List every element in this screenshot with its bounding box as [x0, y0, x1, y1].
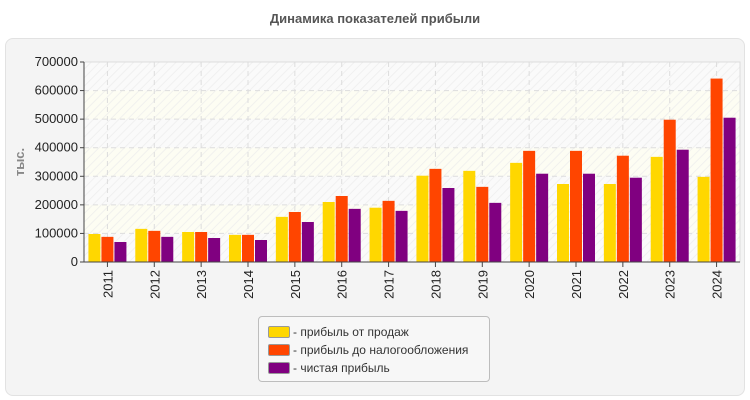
bar-1-2018: [416, 175, 429, 262]
y-tick-label: 700000: [35, 54, 78, 69]
bar-1-2024: [697, 176, 710, 262]
bar-1-2019: [463, 170, 476, 262]
bar-3-2014: [255, 240, 267, 262]
bar-2-2019: [476, 186, 489, 262]
legend: прибыль от продаж прибыль до налогообложе…: [258, 316, 490, 382]
y-tick-label: 300000: [35, 168, 78, 183]
bar-2-2014: [242, 234, 254, 262]
x-tick-label: 2013: [194, 270, 209, 299]
x-tick-label: 2012: [147, 270, 162, 299]
bar-3-2013: [208, 238, 221, 262]
bar-2-2013: [195, 232, 208, 262]
x-tick-label: 2014: [241, 270, 256, 299]
y-tick-label: 400000: [35, 140, 78, 155]
legend-item: чистая прибыль: [268, 359, 489, 377]
bar-3-2024: [723, 117, 736, 262]
bar-2-2015: [288, 212, 301, 262]
bar-2-2012: [148, 230, 161, 262]
bar-3-2015: [301, 222, 314, 262]
bar-1-2023: [650, 156, 663, 262]
bar-1-2012: [135, 228, 148, 262]
y-tick-label: 100000: [35, 225, 78, 240]
bar-3-2017: [395, 210, 408, 262]
x-tick-label: 2017: [382, 270, 397, 299]
legend-label: прибыль до налогообложения: [293, 343, 468, 357]
x-tick-label: 2022: [616, 270, 631, 299]
legend-swatch: [268, 326, 290, 338]
bar-2-2023: [663, 119, 676, 262]
bar-2-2024: [710, 78, 723, 262]
bar-3-2011: [114, 242, 127, 262]
bar-3-2019: [489, 202, 502, 262]
y-tick-label: 600000: [35, 83, 78, 98]
bar-1-2020: [510, 162, 523, 262]
bar-2-2011: [101, 236, 114, 262]
bar-1-2022: [603, 184, 616, 262]
y-tick-label: 200000: [35, 197, 78, 212]
bar-3-2012: [161, 236, 174, 262]
bar-2-2020: [523, 150, 536, 262]
bar-2-2016: [335, 196, 348, 262]
bar-1-2013: [182, 232, 195, 262]
bar-3-2022: [629, 177, 642, 262]
x-tick-label: 2021: [569, 270, 584, 299]
chart-title: Динамика показателей прибыли: [269, 11, 481, 26]
legend-swatch: [268, 344, 290, 356]
x-tick-label: 2024: [710, 270, 725, 299]
legend-label: чистая прибыль: [293, 361, 389, 375]
bar-1-2015: [275, 216, 288, 262]
bar-2-2017: [382, 200, 395, 262]
x-tick-label: 2019: [475, 270, 490, 299]
bar-3-2023: [676, 149, 689, 262]
bar-2-2022: [616, 155, 629, 262]
legend-item: прибыль от продаж: [268, 323, 489, 341]
y-axis-label: тыс.: [12, 148, 27, 176]
bar-2-2018: [429, 168, 442, 262]
x-tick-label: 2011: [100, 270, 115, 298]
y-tick-label: 0: [71, 254, 78, 269]
bar-3-2020: [536, 173, 549, 262]
x-tick-label: 2020: [522, 270, 537, 299]
legend-item: прибыль до налогообложения: [268, 341, 489, 359]
x-tick-label: 2016: [335, 270, 350, 299]
legend-swatch: [268, 362, 290, 374]
bar-2-2021: [570, 150, 582, 262]
y-tick-label: 500000: [35, 111, 78, 126]
bar-1-2017: [369, 207, 382, 262]
bar-1-2014: [229, 234, 241, 262]
x-tick-label: 2023: [663, 270, 678, 299]
legend-label: прибыль от продаж: [293, 325, 409, 339]
x-tick-label: 2015: [288, 270, 303, 299]
bar-1-2011: [88, 234, 101, 262]
bar-1-2016: [322, 202, 335, 262]
x-tick-label: 2018: [428, 270, 443, 299]
bar-1-2021: [557, 184, 569, 262]
bar-3-2016: [348, 208, 361, 262]
bar-3-2021: [583, 173, 595, 262]
bar-3-2018: [442, 188, 455, 262]
